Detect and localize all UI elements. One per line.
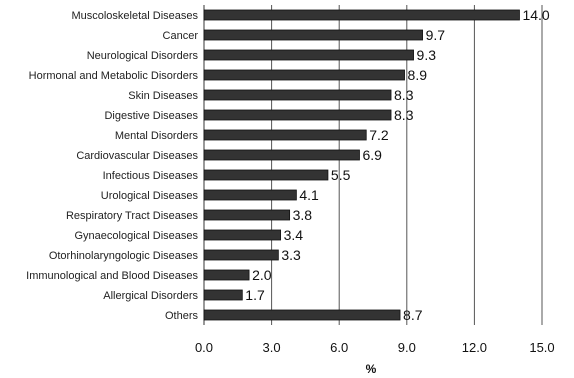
x-tick-label: 12.0 bbox=[462, 340, 487, 355]
value-label: 3.3 bbox=[281, 247, 301, 263]
value-labels: 14.0 9.7 9.3 8.9 8.3 8.3 7.2 6.9 5.5 4.1 3.8 3.4 3.3… bbox=[245, 7, 550, 323]
bar bbox=[203, 309, 401, 321]
x-tick-label: 6.0 bbox=[330, 340, 348, 355]
value-label: 8.3 bbox=[394, 87, 414, 103]
value-label: 14.0 bbox=[522, 7, 549, 23]
value-label: 7.2 bbox=[369, 127, 389, 143]
value-label: 1.7 bbox=[245, 287, 265, 303]
value-label: 8.3 bbox=[394, 107, 414, 123]
bars bbox=[203, 9, 520, 321]
bar bbox=[203, 89, 392, 101]
bar bbox=[203, 169, 329, 181]
bar bbox=[203, 189, 297, 201]
category-label: Infectious Diseases bbox=[103, 170, 199, 182]
bar bbox=[203, 49, 414, 61]
value-label: 8.7 bbox=[403, 307, 423, 323]
x-tick-label: 9.0 bbox=[398, 340, 416, 355]
category-label: Mental Disorders bbox=[115, 130, 199, 142]
x-tick-label: 0.0 bbox=[195, 340, 213, 355]
bar bbox=[203, 289, 243, 301]
value-label: 3.8 bbox=[293, 207, 313, 223]
value-label: 9.3 bbox=[417, 47, 437, 63]
category-label: Immunological and Blood Diseases bbox=[26, 270, 198, 282]
category-label: Others bbox=[165, 310, 199, 322]
bar bbox=[203, 249, 279, 261]
bar bbox=[203, 149, 360, 161]
category-label: Muscoloskeletal Diseases bbox=[71, 10, 198, 22]
category-label: Gynaecological Diseases bbox=[74, 230, 198, 242]
bar bbox=[203, 209, 291, 221]
value-label: 4.1 bbox=[299, 187, 319, 203]
value-label: 8.9 bbox=[408, 67, 428, 83]
value-label: 5.5 bbox=[331, 167, 351, 183]
category-label: Cardiovascular Diseases bbox=[76, 150, 198, 162]
category-label: Allergical Disorders bbox=[103, 290, 198, 302]
category-label: Neurological Disorders bbox=[87, 50, 199, 62]
category-label: Hormonal and Metabolic Disorders bbox=[29, 70, 199, 82]
bar bbox=[203, 269, 250, 281]
category-label: Urological Diseases bbox=[101, 190, 199, 202]
bar bbox=[203, 129, 367, 141]
bar bbox=[203, 69, 405, 81]
category-labels: Muscoloskeletal Diseases Cancer Neurologic… bbox=[26, 10, 198, 322]
x-axis-title: % bbox=[366, 362, 377, 376]
value-label: 9.7 bbox=[426, 27, 446, 43]
bar bbox=[203, 229, 282, 241]
x-tick-label: 15.0 bbox=[529, 340, 554, 355]
bar bbox=[203, 9, 520, 21]
x-tick-label: 3.0 bbox=[263, 340, 281, 355]
value-label: 2.0 bbox=[252, 267, 272, 283]
category-label: Cancer bbox=[163, 30, 199, 42]
category-label: Digestive Diseases bbox=[104, 110, 198, 122]
category-label: Otorhinolaryngologic Diseases bbox=[49, 250, 199, 262]
value-label: 3.4 bbox=[284, 227, 304, 243]
x-axis-ticks: 0.0 3.0 6.0 9.0 12.0 15.0 bbox=[195, 340, 555, 355]
bar bbox=[203, 109, 392, 121]
category-label: Skin Diseases bbox=[128, 90, 198, 102]
category-label: Respiratory Tract Diseases bbox=[66, 210, 199, 222]
bar bbox=[203, 29, 423, 41]
value-label: 6.9 bbox=[362, 147, 382, 163]
